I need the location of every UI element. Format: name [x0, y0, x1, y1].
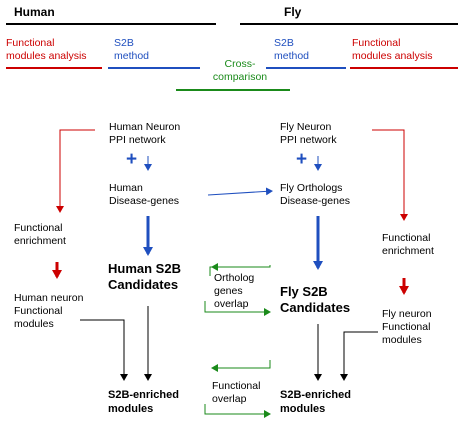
- fly-neuron-modules: Fly neuron Functional modules: [382, 308, 432, 346]
- fly-s2b-enriched-modules: S2B-enriched modules: [280, 389, 351, 415]
- fly-functional-enrichment: Functional enrichment: [382, 232, 434, 257]
- human-s2b-label: S2B method: [114, 37, 150, 62]
- human-s2b-enriched-modules: S2B-enriched modules: [108, 389, 179, 415]
- human-functional-enrichment: Functional enrichment: [14, 222, 66, 247]
- fly-header: Fly: [284, 5, 302, 19]
- fly-functional-label: Functional modules analysis: [352, 37, 433, 62]
- fly-modules-to-enriched-arrow: [340, 331, 378, 381]
- human-neuron-modules: Human neuron Functional modules: [14, 292, 84, 330]
- human-header: Human: [14, 5, 55, 19]
- fly-s2b-candidates: Fly S2B Candidates: [280, 284, 351, 315]
- human-s2b-candidates: Human S2B Candidates: [108, 261, 181, 292]
- functional-overlap-label: Functional overlap: [212, 380, 261, 405]
- human-modules-to-enriched-arrow: [80, 319, 128, 381]
- human-to-fly-disease-arrow: [207, 187, 273, 196]
- fly-ppi-network: Fly Neuron PPI network: [280, 121, 337, 146]
- fly-ppi-to-enrichment-arrow: [372, 129, 408, 221]
- ortholog-genes-overlap-label: Ortholog genes overlap: [214, 272, 255, 310]
- fly-disease-genes: Fly Orthologs Disease-genes: [280, 182, 351, 207]
- functional-overlap-bottom-line: [204, 404, 271, 418]
- human-disease-genes: Human Disease-genes: [109, 182, 180, 207]
- human-ppi-network: Human Neuron PPI network: [109, 121, 181, 146]
- functional-overlap-top-line: [211, 360, 271, 372]
- cross-comparison-label: Cross- comparison: [212, 58, 268, 83]
- human-ppi-to-enrichment-arrow: [56, 129, 95, 213]
- human-functional-label: Functional modules analysis: [6, 37, 87, 62]
- fly-s2b-label: S2B method: [274, 37, 310, 62]
- fly-plus-icon: +: [296, 149, 308, 170]
- ortholog-overlap-bottom-line: [204, 301, 271, 316]
- human-plus-icon: +: [126, 149, 138, 170]
